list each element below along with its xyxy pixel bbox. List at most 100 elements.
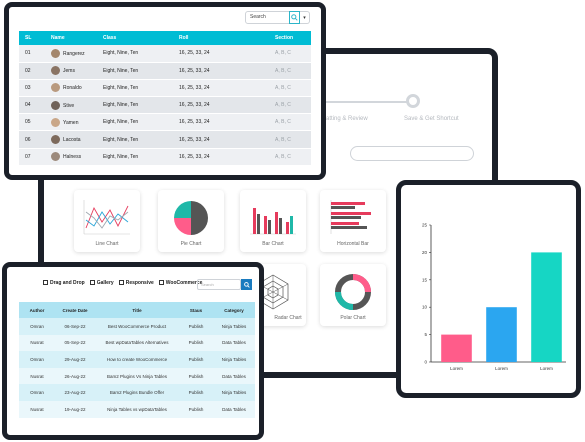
table-cell: Data Tables [213,400,255,418]
filter-gallery[interactable]: Gallery [89,280,114,286]
column-header[interactable]: Create Date [55,302,95,318]
tile-label: Line Chart [95,241,119,247]
avatar [51,135,60,145]
filter-responsive[interactable]: Responsive [118,280,154,286]
tile-pie-chart[interactable]: Pie Chart [158,190,224,252]
table-row[interactable]: 02 Jems Eight, Nine, Ten 16, 25, 33, 24 A, B… [19,62,311,80]
x-tick-label: Lorem [495,366,508,371]
pie-chart-icon [174,201,208,235]
table-cell: 23-Aug-22 [55,384,95,401]
checkbox[interactable] [158,280,164,286]
table-cell: Omran [19,318,55,335]
table-cell: Publish [179,384,213,401]
table-cell: Ninja Tables [213,351,255,368]
table-cell: Lacosta [45,130,97,149]
table-cell: A, B, C [269,130,311,149]
table-cell: Ninja Tables [213,318,255,335]
table-cell: Yamen [45,113,97,132]
search-button[interactable] [289,11,300,24]
table-row[interactable]: Nusrat 05-Sep-22 Best wpDataTables Alterna… [19,334,255,352]
table-cell: 05-Sep-22 [55,334,95,352]
bar-chart-window: 0 5 10 15 20 25 Lorem Lorem Lorem [396,180,581,398]
wizard-step-circle[interactable] [406,94,420,108]
table-cell: Publish [179,351,213,368]
filter-label: Drag and Drop [50,280,85,286]
table-cell: A, B, C [269,113,311,132]
table-cell: 16, 25, 33, 24 [173,130,269,149]
table-cell: Omran [19,384,55,401]
table-row[interactable]: 04 Stive Eight, Nine, Ten 16, 25, 33, 24 A, … [19,96,311,115]
posts-table-window: Drag and Drop Gallery Responsive WooComm… [2,262,264,440]
tile-label: Horizontal Bar [337,241,369,247]
filter-drag-and-drop[interactable]: Drag and Drop [43,280,85,286]
tile-label: Polar Chart [340,315,366,321]
table-cell: A, B, C [269,62,311,80]
table-row[interactable]: 05 Yamen Eight, Nine, Ten 16, 25, 33, 24 A, … [19,113,311,132]
avatar [51,83,60,93]
checkbox[interactable] [43,280,48,286]
wizard-step-formatting[interactable]: Formatting & Review [312,116,368,122]
table-cell: Publish [179,400,213,418]
tile-bar-chart[interactable]: Bar Chart [240,190,306,252]
tile-line-chart[interactable]: Line Chart [74,190,140,252]
table-cell: Bam2 Plugins Bundle Offer [95,384,179,401]
table-row[interactable]: Omran 06-Sep-22 Best WooCommerce Product Pu… [19,318,255,335]
cell-text: Yamen [63,119,79,126]
column-header[interactable]: Section [269,31,311,45]
dropdown-toggle[interactable]: ▾ [300,11,310,24]
column-header[interactable]: Title [95,302,179,318]
horizontal-bar-icon [330,200,371,234]
tile-horizontal-bar[interactable]: Horizontal Bar [320,190,386,252]
table-row[interactable]: 06 Lacosta Eight, Nine, Ten 16, 25, 33, 24 A… [19,130,311,149]
bar[interactable] [531,252,562,362]
filter-label: WooCommerce [165,280,203,286]
y-tick-label: 20 [422,250,428,255]
tile-polar-chart[interactable]: Polar Chart [320,264,386,326]
table-cell: How to create WooCommerce [95,351,179,368]
column-header[interactable]: Roll [173,31,269,45]
search-button[interactable] [241,279,252,290]
table-cell: Eight, Nine, Ten [97,62,173,80]
table-cell: Ninja Tables vs wpDataTables [95,400,179,418]
table-row[interactable]: Nusrat 26-Aug-22 Bam2 Plugins Vs Ninja Tab… [19,367,255,385]
table-cell: Eight, Nine, Ten [97,130,173,149]
search-input[interactable]: Search [197,279,241,290]
bar[interactable] [441,334,472,362]
column-header[interactable]: Author [19,302,55,318]
checkbox[interactable] [89,280,95,286]
table-cell: Eight, Nine, Ten [97,113,173,132]
table-row[interactable]: 01 Rangerez Eight, Nine, Ten 16, 25, 33, 24… [19,45,311,63]
posts-table: Author Create Date Title Staus Category … [19,302,255,418]
column-header[interactable]: SL [19,31,45,45]
column-header[interactable]: Staus [179,302,213,318]
wizard-step-save[interactable]: Save & Get Shortcut [404,116,459,122]
checkbox[interactable] [118,280,124,286]
table-row[interactable]: Omran 23-Aug-22 Bam2 Plugins Bundle Offer P… [19,384,255,401]
avatar [51,100,60,110]
tile-label: Pie Chart [180,241,202,247]
table-cell: Nusrat [19,334,55,352]
table-row[interactable]: 07 Halness Eight, Nine, Ten 16, 25, 33, 24 A… [19,148,311,166]
table-cell: Stive [45,96,97,115]
avatar [51,48,60,58]
filter-woocommerce[interactable]: WooCommerce [158,280,203,286]
table-row[interactable]: 03 Ronaldo Eight, Nine, Ten 16, 25, 33, 24 A… [19,79,311,98]
filter-label: Gallery [96,280,114,286]
column-header[interactable]: Name [45,31,97,45]
shortcut-input[interactable] [350,146,474,161]
table-cell: Eight, Nine, Ten [97,96,173,115]
table-cell: 03 [19,79,45,98]
table-row[interactable]: Omran 29-Aug-22 How to create WooCommerce P… [19,351,255,368]
cell-text: Halness [63,154,82,161]
table-cell: Data Tables [213,367,255,385]
table-cell: 02 [19,62,45,80]
wizard-progress-line [294,101,419,103]
bar[interactable] [486,307,517,362]
table-cell: Publish [179,367,213,385]
cell-text: Ronaldo [63,85,82,92]
table-cell: Publish [179,334,213,352]
table-row[interactable]: Nusrat 19-Aug-22 Ninja Tables vs wpDataTab… [19,400,255,418]
table-cell: 26-Aug-22 [55,367,95,385]
column-header[interactable]: Category [213,302,255,318]
column-header[interactable]: Class [97,31,173,45]
